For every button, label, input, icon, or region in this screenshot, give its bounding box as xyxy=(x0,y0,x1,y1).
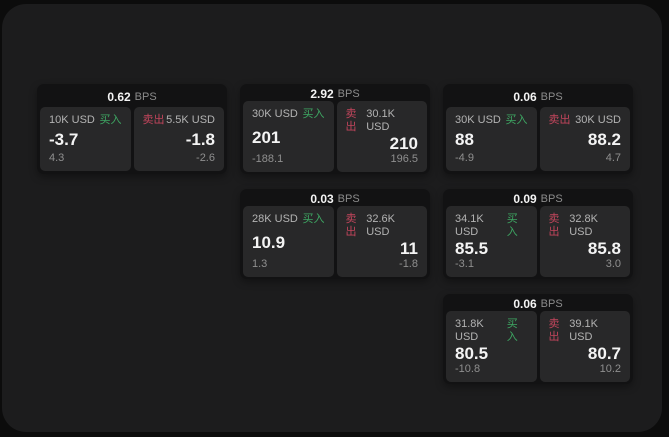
sell-delta: 3.0 xyxy=(605,258,621,270)
bps-unit-label: BPS xyxy=(540,298,563,310)
bps-header: 0.09 BPS xyxy=(446,192,630,206)
buy-side-label: 买入 xyxy=(99,114,122,126)
buy-price: 201 xyxy=(252,127,281,147)
sell-delta: -2.6 xyxy=(196,152,215,164)
buy-side-label: 买入 xyxy=(302,108,325,120)
bps-value: 0.09 xyxy=(513,192,537,206)
quote-card: 0.62 BPS 10K USD 买入 -3.7 4.3 卖出 5.5K USD… xyxy=(37,84,227,174)
bps-value: 2.92 xyxy=(310,87,334,101)
bps-unit-label: BPS xyxy=(540,91,563,103)
card-body: 34.1K USD 买入 85.5 -3.1 卖出 32.8K USD 85.8… xyxy=(446,206,630,277)
sell-amount: 39.1K USD xyxy=(569,318,598,343)
sell-side-label: 卖出 xyxy=(345,213,357,238)
bps-header: 0.03 BPS xyxy=(243,192,427,206)
quote-card: 0.06 BPS 31.8K USD 买入 80.5 -10.8 卖出 39.1… xyxy=(443,294,633,384)
sell-delta: 10.2 xyxy=(599,363,621,375)
sell-price: -1.8 xyxy=(185,130,215,149)
bps-unit-label: BPS xyxy=(337,88,360,100)
card-body: 30K USD 买入 201 -188.1 卖出 30.1K USD 210 1… xyxy=(243,101,427,172)
sell-delta: 196.5 xyxy=(390,153,418,165)
buy-pane[interactable]: 34.1K USD 买入 85.5 -3.1 xyxy=(446,206,537,277)
sell-price: 88.2 xyxy=(587,130,621,149)
bps-value: 0.06 xyxy=(513,90,537,104)
buy-price: 88 xyxy=(455,130,474,149)
buy-pane[interactable]: 30K USD 买入 201 -188.1 xyxy=(243,101,334,172)
quote-card: 2.92 BPS 30K USD 买入 201 -188.1 卖出 30.1K … xyxy=(240,84,430,174)
quote-card: 0.06 BPS 30K USD 买入 88 -4.9 卖出 30K USD 8… xyxy=(443,84,633,174)
bps-unit-label: BPS xyxy=(134,91,157,103)
buy-amount: 28K USD xyxy=(252,213,298,225)
bps-value: 0.03 xyxy=(310,192,334,206)
card-body: 28K USD 买入 10.9 1.3 卖出 32.6K USD 11 -1.8 xyxy=(243,206,427,277)
buy-delta: -188.1 xyxy=(252,153,284,165)
sell-amount: 32.8K USD xyxy=(569,213,598,238)
sell-pane[interactable]: 卖出 32.6K USD 11 -1.8 xyxy=(336,206,427,277)
buy-amount: 30K USD xyxy=(252,108,298,120)
buy-amount: 31.8K USD xyxy=(455,318,484,343)
bps-header: 2.92 BPS xyxy=(243,87,427,101)
sell-side-label: 卖出 xyxy=(345,108,357,133)
buy-delta: 4.3 xyxy=(49,152,65,164)
sell-pane[interactable]: 卖出 39.1K USD 80.7 10.2 xyxy=(539,311,630,382)
buy-price: 80.5 xyxy=(455,344,489,363)
buy-side-label: 买入 xyxy=(302,213,325,225)
sell-pane[interactable]: 卖出 5.5K USD -1.8 -2.6 xyxy=(133,107,224,171)
buy-delta: 1.3 xyxy=(252,258,268,270)
buy-side-label: 买入 xyxy=(506,318,518,343)
bps-header: 0.62 BPS xyxy=(40,87,224,107)
quote-cards-grid: 0.62 BPS 10K USD 买入 -3.7 4.3 卖出 5.5K USD… xyxy=(37,84,633,384)
buy-delta: -3.1 xyxy=(455,258,474,270)
sell-side-label: 卖出 xyxy=(548,318,560,343)
buy-side-label: 买入 xyxy=(505,114,528,126)
sell-amount: 30K USD xyxy=(575,114,621,126)
buy-price: 10.9 xyxy=(252,232,286,252)
buy-amount: 10K USD xyxy=(49,114,95,126)
quote-card: 0.09 BPS 34.1K USD 买入 85.5 -3.1 卖出 32.8K… xyxy=(443,189,633,279)
sell-delta: 4.7 xyxy=(605,152,621,164)
buy-delta: -4.9 xyxy=(455,152,474,164)
buy-price: -3.7 xyxy=(49,130,79,149)
sell-price: 11 xyxy=(400,239,418,258)
sell-price: 210 xyxy=(389,134,418,153)
bps-value: 0.06 xyxy=(513,297,537,311)
buy-pane[interactable]: 30K USD 买入 88 -4.9 xyxy=(446,107,537,171)
bps-unit-label: BPS xyxy=(337,193,360,205)
sell-side-label: 卖出 xyxy=(548,114,571,126)
sell-amount: 30.1K USD xyxy=(366,108,395,133)
bps-value: 0.62 xyxy=(107,90,131,104)
sell-delta: -1.8 xyxy=(399,258,418,270)
buy-side-label: 买入 xyxy=(506,213,518,238)
buy-price: 85.5 xyxy=(455,239,489,258)
bps-unit-label: BPS xyxy=(540,193,563,205)
bps-header: 0.06 BPS xyxy=(446,87,630,107)
buy-pane[interactable]: 28K USD 买入 10.9 1.3 xyxy=(243,206,334,277)
card-body: 31.8K USD 买入 80.5 -10.8 卖出 39.1K USD 80.… xyxy=(446,311,630,382)
sell-price: 85.8 xyxy=(587,239,621,258)
buy-amount: 34.1K USD xyxy=(455,213,484,238)
sell-side-label: 卖出 xyxy=(142,114,165,126)
sell-amount: 5.5K USD xyxy=(166,114,215,126)
sell-price: 80.7 xyxy=(587,344,621,363)
card-body: 10K USD 买入 -3.7 4.3 卖出 5.5K USD -1.8 -2.… xyxy=(40,107,224,171)
buy-delta: -10.8 xyxy=(455,363,481,375)
sell-amount: 32.6K USD xyxy=(366,213,395,238)
sell-pane[interactable]: 卖出 30K USD 88.2 4.7 xyxy=(539,107,630,171)
buy-amount: 30K USD xyxy=(455,114,501,126)
bps-header: 0.06 BPS xyxy=(446,297,630,311)
card-body: 30K USD 买入 88 -4.9 卖出 30K USD 88.2 4.7 xyxy=(446,107,630,171)
sell-pane[interactable]: 卖出 30.1K USD 210 196.5 xyxy=(336,101,427,172)
buy-pane[interactable]: 10K USD 买入 -3.7 4.3 xyxy=(40,107,131,171)
sell-side-label: 卖出 xyxy=(548,213,560,238)
sell-pane[interactable]: 卖出 32.8K USD 85.8 3.0 xyxy=(539,206,630,277)
buy-pane[interactable]: 31.8K USD 买入 80.5 -10.8 xyxy=(446,311,537,382)
quote-card: 0.03 BPS 28K USD 买入 10.9 1.3 卖出 32.6K US… xyxy=(240,189,430,279)
